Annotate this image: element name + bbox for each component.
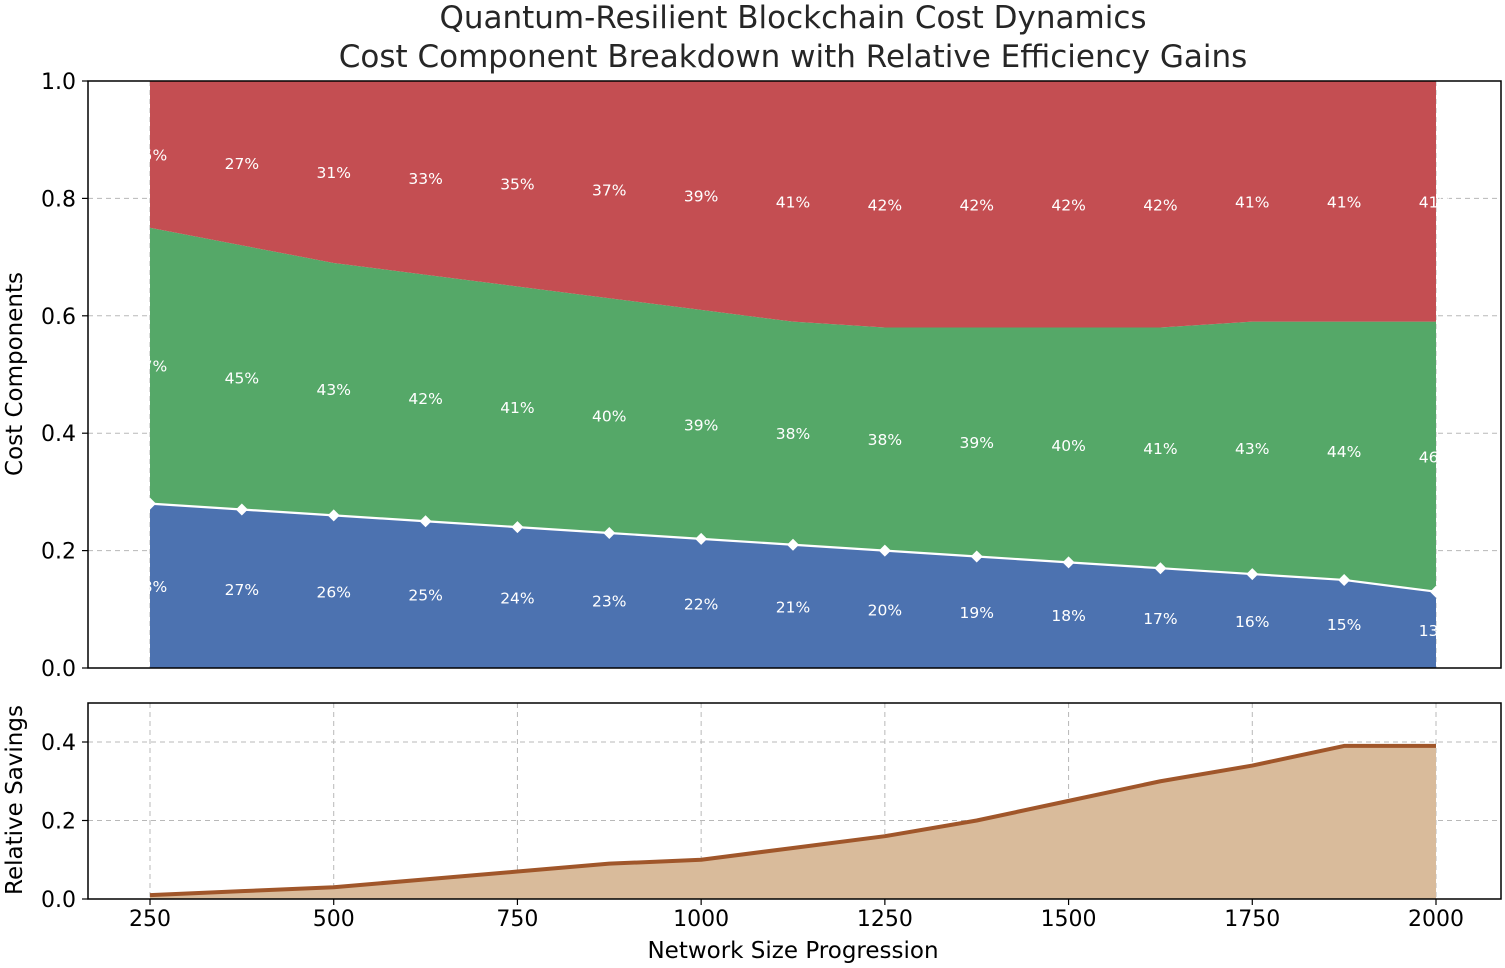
top-plot-frame [87,80,1502,669]
diamond-marker [235,503,248,516]
top-y-tick-label: 0.2 [41,540,76,565]
x-tick-label: 1000 [673,907,729,932]
top-y-tick-label: 1.0 [41,70,76,95]
x-axis-label: Network Size Progression [647,938,938,964]
segment-label: 24% [500,590,534,608]
segment-label: 40% [592,408,626,426]
segment-label: 42% [408,390,442,408]
segment-label: 38% [776,425,810,443]
area-component-2 [150,227,1436,592]
segment-label: 43% [316,381,350,399]
savings-line [149,743,1436,898]
diamond-marker [327,509,340,522]
segment-label: 21% [776,598,810,616]
segment-label: 18% [1051,607,1085,625]
diamond-marker [695,532,708,545]
diamond-marker [970,550,983,563]
segment-label: 16% [1235,613,1269,631]
diamond-marker [511,521,524,534]
segment-labels: 28% 27% 26% 25% 24% 23% 22% 21% 20% 19% 18% 17% 16% 1… [133,146,1453,639]
segment-label: 45% [225,369,259,387]
bottom-y-ticks: 0.0 0.2 0.4 [41,731,88,913]
segment-label: 37% [592,182,626,200]
segment-label: 41% [500,399,534,417]
segment-label: 39% [959,434,993,452]
bottom-y-tick-label: 0.2 [41,810,76,835]
diamond-marker [1246,568,1259,581]
segment-label: 43% [1235,440,1269,458]
diamond-marker [787,538,799,551]
savings-area [149,743,1436,899]
segment-label: 41% [1143,440,1177,458]
segment-label: 44% [1327,443,1361,461]
x-tick-label: 500 [313,907,355,932]
diamond-marker [603,526,616,539]
x-ticks: 250 500 750 1000 1250 1500 1750 2000 [129,899,1464,932]
segment-label: 35% [500,176,534,194]
segment-label: 15% [1327,616,1361,634]
diamond-marker [878,544,891,557]
bottom-y-tick-label: 0.4 [41,731,76,756]
relative-savings-panel: 0.00.20.4 250 500 750 1000 1250 1500 1750 2000 … [2,702,1502,964]
diamond-marker [1430,585,1442,598]
segment-label: 20% [868,601,902,619]
segment-label: 25% [133,146,167,164]
bottom-plot-frame [87,702,1502,900]
segment-label: 42% [868,196,902,214]
chart-title: Quantum-Resilient Blockchain Cost Dynami… [439,0,1146,36]
segment-label: 27% [225,581,259,599]
top-y-tick-label: 0.6 [41,305,76,330]
segment-label: 41% [1327,193,1361,211]
bottom-y-tick-label: 0.0 [41,888,76,913]
area-component-3 [150,81,1436,328]
segment-label: 13% [1419,622,1453,640]
segment-label: 19% [959,604,993,622]
diamond-marker [419,515,432,528]
segment-label: 17% [1143,610,1177,628]
segment-label: 22% [684,595,718,613]
segment-label: 46% [1419,449,1453,467]
segment-label: 42% [1051,196,1085,214]
diamond-marker [144,497,156,510]
x-tick-label: 1750 [1224,907,1280,932]
segment-label: 39% [684,187,718,205]
savings-fill [150,745,1436,899]
bottom-y-axis-label: Relative Savings [2,705,28,895]
segment-label: 39% [684,416,718,434]
top-y-axis-label: Cost Components [2,272,28,476]
top-y-tick-label: 0.8 [41,187,76,212]
segment-label: 41% [776,193,810,211]
segment-label: 31% [316,164,350,182]
segment-label: 47% [133,358,167,376]
top-y-tick-label: 0.4 [41,422,76,447]
segment-label: 40% [1051,437,1085,455]
segment-label: 33% [408,170,442,188]
segment-label: 38% [868,431,902,449]
x-tick-label: 1500 [1041,907,1097,932]
diamond-marker [1062,556,1075,569]
x-tick-label: 2000 [1408,907,1464,932]
top-y-ticks: 0.0 0.2 0.4 0.6 0.8 1.0 [41,70,88,682]
cost-components-panel: 28% 27% 26% 25% 24% 23% 22% 21% 20% 19% 18% 17% 16% 1… [2,70,1502,682]
diamond-marker [1338,573,1351,586]
segment-label: 23% [592,592,626,610]
segment-label: 41% [1235,193,1269,211]
top-y-tick-label: 0.0 [41,657,76,682]
segment-label: 41% [1419,193,1453,211]
chart-subtitle: Cost Component Breakdown with Relative E… [339,39,1248,75]
x-tick-label: 250 [129,907,171,932]
segment-label: 27% [225,155,259,173]
stacked-areas [144,81,1442,668]
x-tick-label: 1250 [857,907,913,932]
area-component-1 [150,503,1436,668]
x-tick-label: 750 [496,907,538,932]
segment-label: 42% [959,196,993,214]
segment-label: 25% [408,587,442,605]
segment-label: 42% [1143,196,1177,214]
diamond-marker [1154,562,1167,575]
segment-label: 26% [316,584,350,602]
segment-label: 28% [133,578,167,596]
